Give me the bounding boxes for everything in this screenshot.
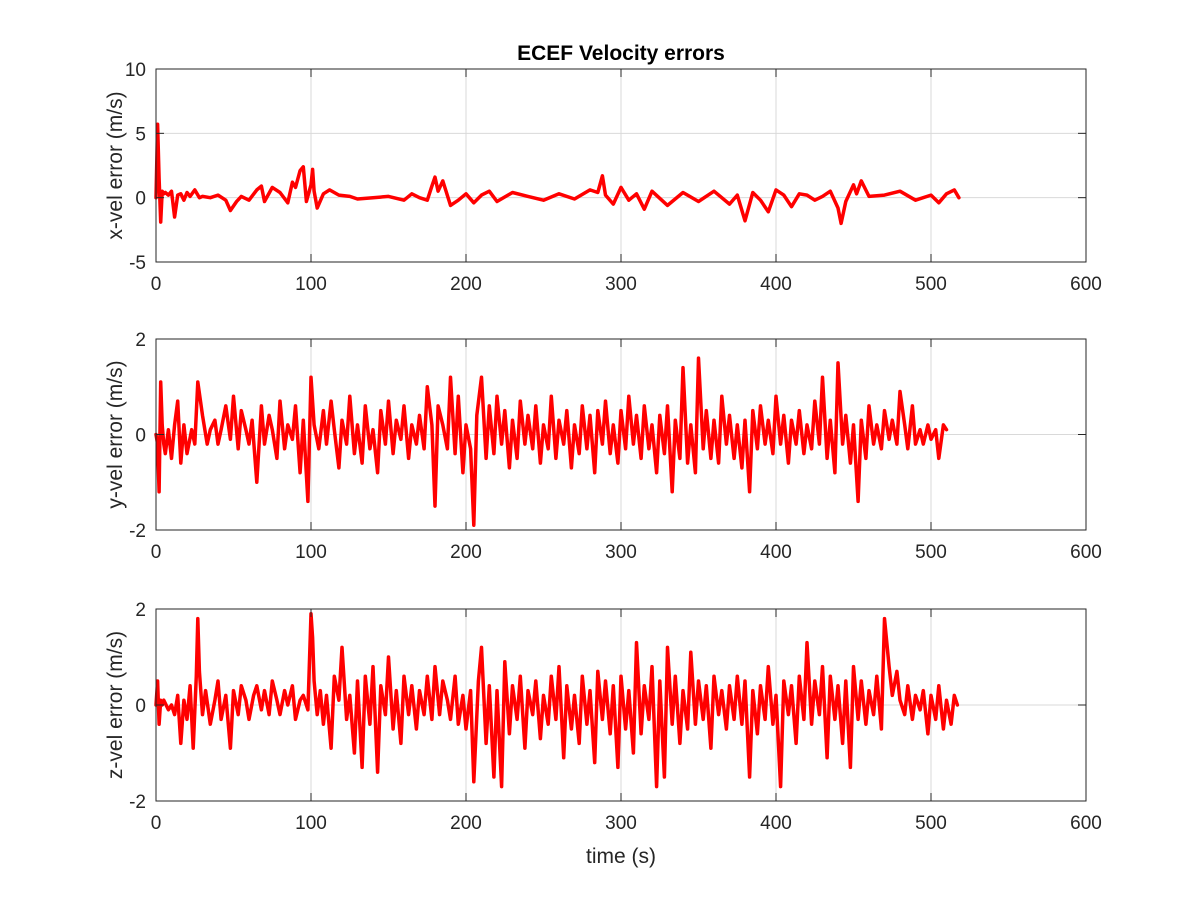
y-tick-label: 0 — [135, 426, 146, 447]
x-axis-label: time (s) — [586, 845, 656, 868]
x-tick-label: 600 — [1070, 813, 1102, 834]
x-tick-label: 500 — [915, 274, 947, 295]
x-tick-label: 500 — [915, 542, 947, 563]
x-tick-label: 600 — [1070, 542, 1102, 563]
y-tick-label: 10 — [125, 60, 146, 81]
y-axis-label: z-vel error (m/s) — [104, 631, 127, 779]
x-tick-label: 300 — [605, 542, 637, 563]
series-line — [154, 356, 949, 527]
x-tick-label: 400 — [760, 813, 792, 834]
x-tick-label: 300 — [605, 813, 637, 834]
x-tick-label: 400 — [760, 274, 792, 295]
x-tick-label: 200 — [450, 274, 482, 295]
y-tick-label: 0 — [135, 696, 146, 717]
x-tick-label: 0 — [151, 813, 162, 834]
y-axis-label: x-vel error (m/s) — [104, 91, 127, 239]
y-tick-label: -5 — [129, 253, 146, 274]
y-tick-label: 5 — [135, 124, 146, 145]
y-tick-label: -2 — [129, 792, 146, 813]
x-tick-label: 200 — [450, 813, 482, 834]
y-axis-label: y-vel error (m/s) — [104, 360, 127, 508]
x-tick-label: 100 — [295, 542, 327, 563]
x-tick-label: 100 — [295, 274, 327, 295]
x-tick-label: 0 — [151, 274, 162, 295]
x-tick-label: 600 — [1070, 274, 1102, 295]
chart-title: ECEF Velocity errors — [517, 42, 725, 65]
series-line — [154, 122, 961, 226]
x-tick-label: 200 — [450, 542, 482, 563]
y-tick-label: 2 — [135, 330, 146, 351]
x-tick-label: 300 — [605, 274, 637, 295]
series-line — [154, 612, 960, 789]
x-tick-label: 0 — [151, 542, 162, 563]
y-tick-label: 0 — [135, 189, 146, 210]
x-tick-label: 400 — [760, 542, 792, 563]
y-tick-label: -2 — [129, 521, 146, 542]
x-tick-label: 100 — [295, 813, 327, 834]
y-tick-label: 2 — [135, 600, 146, 621]
x-tick-label: 500 — [915, 813, 947, 834]
